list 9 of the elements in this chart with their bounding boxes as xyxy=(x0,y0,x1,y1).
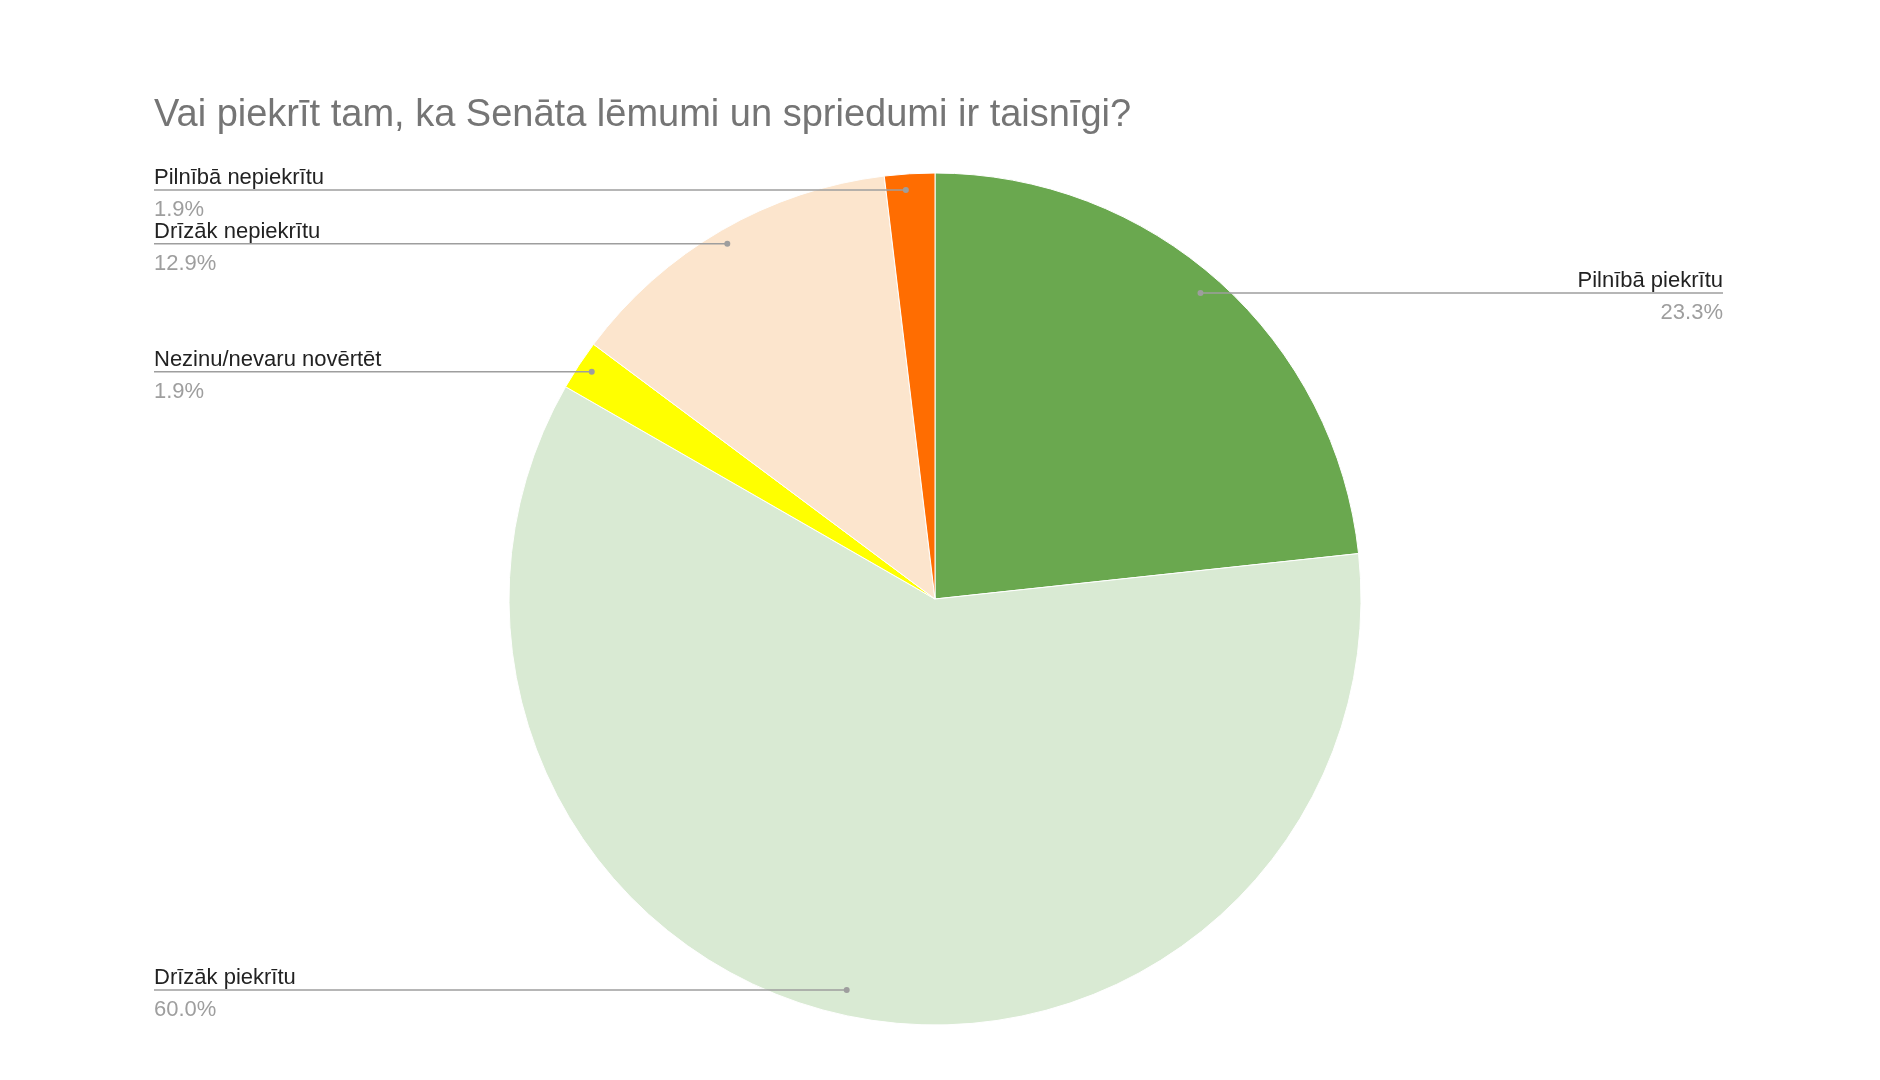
slice-label: Drīzāk piekrītu xyxy=(154,964,296,990)
data-label: 12.9% xyxy=(154,249,217,275)
data-label: 60.0% xyxy=(154,996,217,1022)
data-label: 1.9% xyxy=(154,377,205,403)
slice-label: Nezinu/nevaru novērtēt xyxy=(154,345,382,371)
chart-title: Vai piekrīt tam, ka Senāta lēmumi un spriedumi ir taisnīgi? xyxy=(154,92,1132,135)
slice-label: Pilnībā nepiekrītu xyxy=(154,164,324,190)
data-label: 23.3% xyxy=(1660,298,1723,324)
slice-label: Pilnībā piekrītu xyxy=(1577,266,1723,292)
